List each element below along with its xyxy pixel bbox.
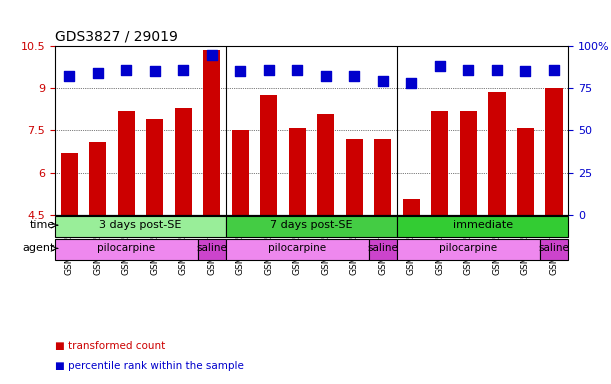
FancyBboxPatch shape	[397, 239, 540, 260]
Text: pilocarpine: pilocarpine	[439, 243, 497, 253]
Bar	[403, 199, 420, 215]
Bar	[375, 139, 392, 215]
Text: ■ transformed count: ■ transformed count	[55, 341, 165, 351]
Text: pilocarpine: pilocarpine	[97, 243, 155, 253]
Text: GDS3827 / 29019: GDS3827 / 29019	[55, 30, 178, 43]
Text: pilocarpine: pilocarpine	[268, 243, 326, 253]
Text: 3 days post-SE: 3 days post-SE	[100, 220, 181, 230]
Point	[122, 66, 131, 73]
Point	[93, 70, 103, 76]
Point	[406, 80, 416, 86]
Point	[207, 51, 217, 58]
Point	[435, 63, 445, 70]
Text: saline: saline	[367, 243, 398, 253]
FancyBboxPatch shape	[368, 239, 397, 260]
FancyBboxPatch shape	[397, 216, 568, 237]
Text: immediate: immediate	[453, 220, 513, 230]
FancyBboxPatch shape	[226, 239, 368, 260]
Text: ■ percentile rank within the sample: ■ percentile rank within the sample	[55, 361, 244, 371]
FancyBboxPatch shape	[55, 216, 226, 237]
Bar	[175, 108, 192, 215]
Text: 7 days post-SE: 7 days post-SE	[270, 220, 353, 230]
Point	[235, 68, 245, 74]
Point	[64, 73, 74, 79]
Text: agent: agent	[23, 243, 55, 253]
FancyBboxPatch shape	[197, 239, 226, 260]
Point	[349, 73, 359, 79]
Point	[178, 66, 188, 73]
FancyBboxPatch shape	[55, 239, 197, 260]
Point	[464, 66, 474, 73]
Text: saline: saline	[196, 243, 227, 253]
Point	[521, 68, 530, 74]
Bar	[289, 127, 306, 215]
Bar	[517, 127, 534, 215]
Bar	[488, 93, 505, 215]
Bar	[431, 111, 448, 215]
Text: time: time	[30, 220, 55, 230]
Point	[150, 68, 159, 74]
Point	[492, 66, 502, 73]
Bar	[146, 119, 163, 215]
Bar	[89, 142, 106, 215]
Point	[321, 73, 331, 79]
FancyBboxPatch shape	[226, 216, 397, 237]
Bar	[60, 153, 78, 215]
Point	[293, 66, 302, 73]
FancyBboxPatch shape	[540, 239, 568, 260]
Bar	[346, 139, 363, 215]
Bar	[118, 111, 135, 215]
Bar	[203, 50, 221, 215]
Bar	[460, 111, 477, 215]
Point	[549, 66, 559, 73]
Bar	[232, 131, 249, 215]
Bar	[260, 95, 277, 215]
Text: saline: saline	[538, 243, 569, 253]
Bar	[546, 88, 563, 215]
Point	[378, 78, 388, 84]
Bar	[317, 114, 334, 215]
Point	[264, 66, 274, 73]
